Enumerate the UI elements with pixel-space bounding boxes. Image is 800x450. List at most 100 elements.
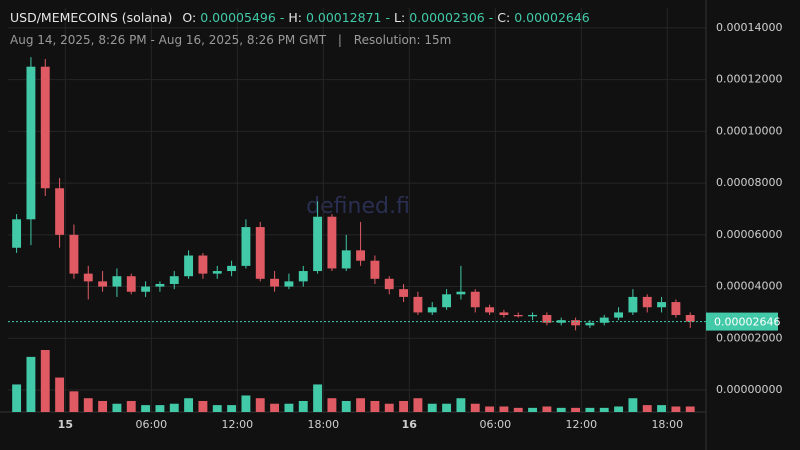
volume-bar	[585, 407, 595, 412]
volume-bar	[241, 395, 251, 412]
candle-body	[184, 255, 194, 277]
x-tick-label: 12:00	[221, 418, 253, 431]
volume-bar	[685, 406, 695, 412]
header: USD/MEMECOINS (solana) O: 0.00005496- H: …	[10, 10, 590, 25]
y-tick-label: 0.00012000	[716, 73, 782, 86]
candle-body	[456, 291, 466, 295]
candle-body	[98, 281, 108, 287]
volume-bar	[384, 403, 394, 412]
separator: -	[488, 10, 494, 25]
last-price-box	[706, 312, 778, 331]
candle-body	[83, 273, 93, 282]
date-range: Aug 14, 2025, 8:26 PM - Aug 16, 2025, 8:…	[10, 33, 327, 47]
y-tick-label: 0.00000000	[716, 383, 782, 396]
volume-bar	[470, 403, 480, 412]
volume-bar	[399, 400, 409, 412]
volume-bar	[456, 398, 466, 412]
volume-bar	[671, 406, 681, 412]
ohlc-label: H:	[288, 10, 302, 25]
separator: -	[385, 10, 391, 25]
subtitle: Aug 14, 2025, 8:26 PM - Aug 16, 2025, 8:…	[10, 33, 459, 47]
candle-body	[642, 296, 652, 308]
candle-body	[413, 296, 423, 313]
candle-body	[284, 281, 294, 287]
volume-bar	[528, 407, 538, 412]
last-price-label: 0.00002646	[714, 316, 780, 329]
volume-bar	[69, 391, 79, 412]
volume-bar	[542, 406, 552, 412]
candle-body	[370, 260, 380, 279]
candle-body	[542, 315, 552, 323]
ohlc-value: 0.00012871	[305, 10, 382, 25]
candle-body	[528, 315, 538, 317]
volume-bar	[98, 400, 108, 412]
volume-bar	[327, 398, 337, 412]
x-tick-label: 18:00	[307, 418, 339, 431]
volume-bar	[513, 407, 523, 412]
x-tick-label: 18:00	[651, 418, 683, 431]
resolution: Resolution: 15m	[353, 33, 452, 47]
candle-body	[327, 216, 337, 269]
volume-bar	[40, 350, 50, 412]
volume-bar	[370, 400, 380, 412]
volume-bar	[298, 400, 308, 412]
candle-body	[255, 227, 265, 279]
volume-bar	[284, 403, 294, 412]
candle-body	[55, 188, 65, 235]
volume-bar	[614, 406, 624, 412]
candle-body	[442, 294, 452, 308]
volume-bar	[556, 407, 566, 412]
volume-bar	[12, 384, 22, 412]
ohlc-value: 0.00005496	[200, 10, 276, 25]
candle-body	[427, 307, 437, 313]
candle-body	[112, 276, 122, 287]
candle-body	[356, 250, 366, 261]
x-tick-label: 06:00	[479, 418, 511, 431]
candle-body	[212, 271, 222, 274]
volume-bar	[26, 356, 36, 412]
volume-bar	[499, 406, 509, 412]
candle-body	[227, 265, 237, 272]
y-tick-label: 0.00004000	[716, 280, 782, 293]
candle-body	[198, 255, 208, 274]
candle-body	[141, 286, 151, 292]
candle-body	[155, 283, 165, 287]
ohlc-label: L:	[394, 10, 406, 25]
ohlc-label: C:	[497, 10, 511, 25]
divider: |	[337, 33, 342, 47]
candle-body	[384, 278, 394, 290]
volume-bar	[571, 407, 581, 412]
volume-bar	[112, 403, 122, 412]
candle-body	[470, 291, 480, 308]
candle-body	[298, 271, 308, 282]
ohlc-value: 0.00002306	[409, 10, 485, 25]
watermark: defined.fi	[306, 194, 410, 219]
candle-body	[313, 216, 323, 272]
volume-bar	[83, 398, 93, 412]
volume-bar	[485, 406, 495, 412]
candle-body	[657, 302, 667, 308]
separator: -	[279, 10, 285, 25]
volume-bar	[270, 403, 280, 412]
volume-bar	[255, 398, 265, 412]
volume-bar	[341, 400, 351, 412]
candle-body	[585, 322, 595, 326]
y-tick-label: 0.00014000	[716, 21, 782, 34]
volume-bar	[442, 403, 452, 412]
ohlc-value: 0.00002646	[514, 10, 590, 25]
grid	[8, 8, 706, 412]
volume-bar	[599, 407, 609, 412]
volume-bar	[313, 384, 323, 412]
volume-bar	[198, 400, 208, 412]
candle-body	[485, 307, 495, 313]
candle-body	[341, 250, 351, 269]
volume-bar	[356, 398, 366, 412]
volume-bar	[642, 405, 652, 412]
candle-body	[12, 219, 22, 248]
symbol-title: USD/MEMECOINS (solana)	[10, 10, 173, 25]
volume-bar	[427, 403, 437, 412]
volume-bar	[126, 400, 136, 412]
ohlc-label: O:	[182, 10, 197, 25]
